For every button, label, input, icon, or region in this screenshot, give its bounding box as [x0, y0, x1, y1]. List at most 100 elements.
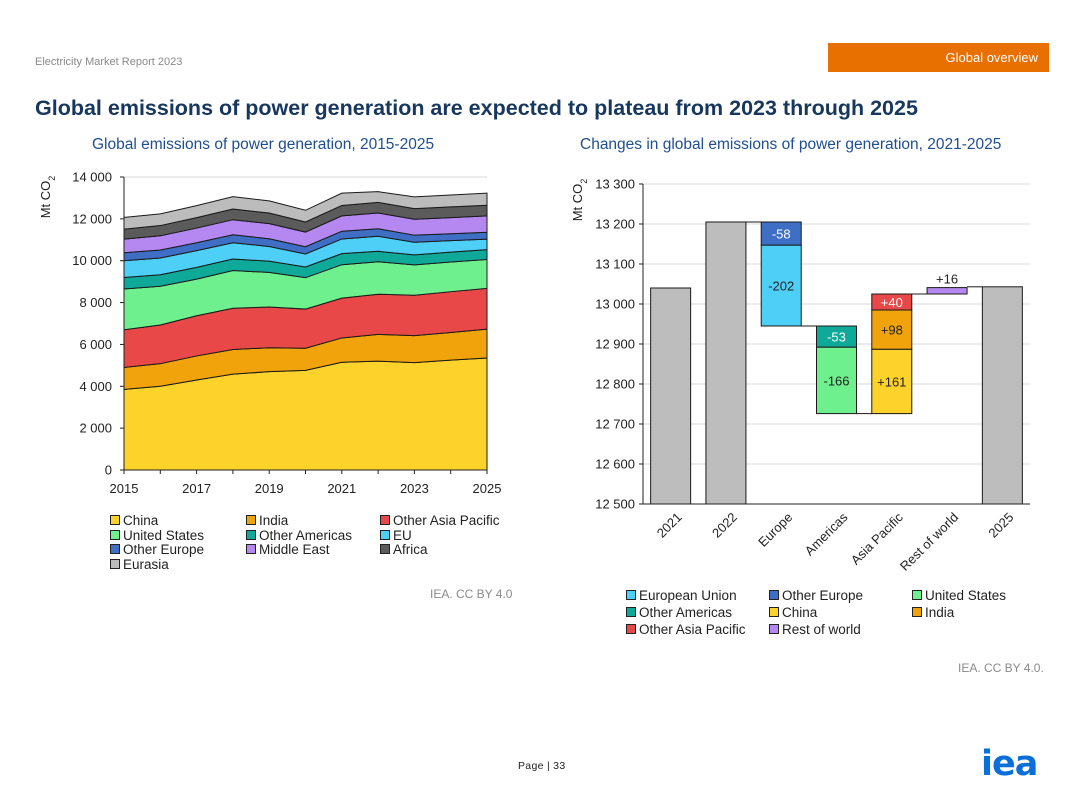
bar-change-united-states: [816, 346, 857, 415]
right-xtick-label: Europe: [755, 510, 795, 550]
left-chart-title: Global emissions of power generation, 20…: [92, 136, 435, 153]
legend-item-eurasia: Eurasia: [110, 557, 169, 572]
legend-item-european-union: European Union: [626, 588, 737, 603]
legend-label: Other Americas: [259, 527, 353, 543]
right-xtick-label: 2022: [709, 510, 740, 541]
legend-swatch: [769, 624, 779, 634]
right-ytick-label: 12 900: [595, 337, 635, 352]
left-xtick-label: 2015: [110, 481, 139, 496]
bar-total-2025: [981, 286, 1023, 505]
right-ytick-label: 12 800: [595, 377, 635, 392]
legend-label: Africa: [393, 542, 428, 558]
right-xtick-label: Asia Pacific: [848, 509, 906, 567]
legend-swatch: [110, 529, 120, 540]
legend-label: India: [925, 605, 955, 620]
legend-swatch: [110, 559, 120, 570]
legend-label: Eurasia: [123, 557, 169, 573]
data-label-china: +161: [877, 374, 906, 389]
legend-swatch: [380, 515, 390, 525]
legend-item-china: China: [110, 513, 158, 528]
legend-item-other-asia-pacific: Other Asia Pacific: [380, 513, 500, 528]
legend-label: Other Asia Pacific: [639, 622, 746, 637]
left-ytick-label: 0: [105, 463, 112, 478]
legend-swatch: [110, 515, 120, 525]
section-badge: Global overview: [828, 43, 1049, 72]
data-label-european-union: -202: [768, 279, 794, 294]
page-number: Page | 33: [518, 760, 566, 772]
data-label-other-asia-pacific: +40: [881, 295, 903, 310]
left-xtick-label: 2017: [182, 481, 211, 496]
data-label-india: +98: [881, 323, 903, 338]
legend-swatch: [380, 544, 390, 555]
right-xtick-label: Rest of world: [897, 510, 961, 574]
data-label-other-americas: -53: [827, 330, 846, 345]
bar-change-other-asia-pacific: [871, 293, 913, 311]
legend-item-india: India: [246, 513, 288, 528]
legend-label: EU: [393, 527, 412, 543]
left-ytick-label: 8 000: [79, 295, 112, 310]
legend-item-india: India: [912, 605, 954, 620]
legend-item-africa: Africa: [380, 542, 428, 557]
right-ytick-label: 12 600: [595, 457, 635, 472]
left-y-axis-label: Mt CO2: [38, 176, 57, 219]
right-ytick-label: 13 000: [595, 297, 635, 312]
legend-label: China: [123, 513, 159, 528]
left-xtick-label: 2019: [255, 481, 284, 496]
bar-total-2021: [650, 287, 692, 505]
area-eurasia: [123, 191, 488, 230]
legend-swatch: [912, 607, 922, 617]
bar-change-rest-of-world: [926, 287, 968, 295]
legend-label: European Union: [639, 588, 737, 603]
bar-change-european-union: [760, 244, 802, 327]
right-ytick-label: 13 300: [595, 177, 635, 192]
left-ytick-label: 4 000: [79, 379, 112, 394]
legend-item-other-europe: Other Europe: [110, 542, 204, 557]
iea-logo: iea: [981, 744, 1038, 784]
bar-change-china: [871, 348, 913, 415]
right-ytick-label: 12 500: [595, 497, 635, 512]
legend-label: India: [259, 513, 289, 528]
legend-label: China: [782, 605, 818, 620]
right-y-axis-label: Mt CO2: [570, 179, 589, 222]
right-ytick-label: 12 700: [595, 417, 635, 432]
legend-label: Rest of world: [782, 622, 861, 637]
legend-swatch: [769, 590, 779, 600]
legend-item-other-asia-pacific: Other Asia Pacific: [626, 622, 746, 637]
legend-item-middle-east: Middle East: [246, 542, 330, 557]
legend-swatch: [626, 607, 636, 617]
legend-label: Middle East: [259, 542, 330, 558]
right-xtick-label: 2021: [654, 510, 685, 541]
legend-swatch: [769, 607, 779, 617]
left-xtick-label: 2021: [327, 481, 356, 496]
right-xtick-label: Americas: [802, 509, 851, 558]
data-label-other-europe: -58: [772, 227, 791, 242]
right-ytick-label: 13 100: [595, 257, 635, 272]
legend-swatch: [380, 529, 390, 540]
legend-item-united-states: United States: [110, 528, 204, 543]
legend-label: United States: [925, 588, 1007, 603]
left-ytick-label: 10 000: [72, 253, 112, 268]
legend-label: Other Europe: [123, 542, 205, 558]
legend-swatch: [246, 544, 256, 555]
left-ytick-label: 6 000: [79, 337, 112, 352]
right-chart-source: IEA. CC BY 4.0.: [958, 661, 1044, 675]
legend-swatch: [246, 529, 256, 540]
legend-label: Other Asia Pacific: [393, 513, 500, 528]
legend-label: United States: [123, 527, 205, 543]
legend-item-rest-of-world: Rest of world: [769, 622, 861, 637]
legend-item-other-americas: Other Americas: [626, 605, 732, 620]
right-chart-title: Changes in global emissions of power gen…: [580, 136, 1002, 153]
left-xtick-label: 2025: [473, 481, 502, 496]
legend-item-other-europe: Other Europe: [769, 588, 863, 603]
legend-swatch: [626, 590, 636, 600]
left-chart-source: IEA. CC BY 4.0: [430, 587, 513, 601]
legend-swatch: [912, 590, 922, 600]
right-ytick-label: 13 200: [595, 217, 635, 232]
report-name: Electricity Market Report 2023: [35, 56, 183, 68]
data-label-united-states: -166: [823, 373, 849, 388]
legend-label: Other Europe: [782, 588, 864, 603]
legend-item-other-americas: Other Americas: [246, 528, 352, 543]
legend-swatch: [110, 544, 120, 555]
legend-swatch: [626, 624, 636, 634]
